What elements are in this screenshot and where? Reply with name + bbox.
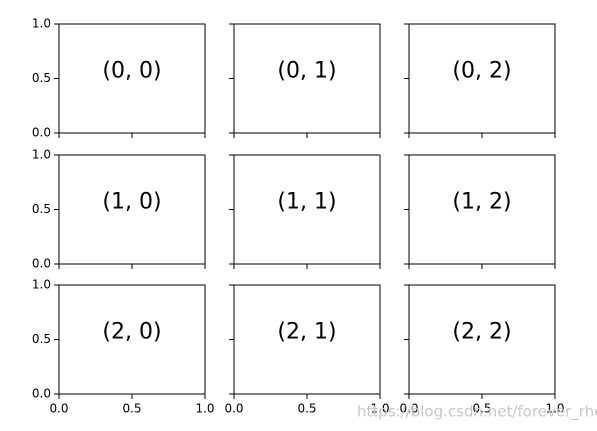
subplot-label: (1, 2)	[452, 190, 511, 215]
y-tick-label: 1.0	[32, 148, 51, 162]
y-tick-label: 0.0	[32, 257, 51, 271]
subplot-label: (2, 1)	[277, 320, 336, 345]
subplot-label: (0, 1)	[277, 59, 336, 84]
x-tick-label: 0.0	[49, 402, 68, 416]
y-tick-label: 0.5	[32, 71, 51, 85]
x-tick-label: 0.0	[224, 402, 243, 416]
x-tick-label: 1.0	[370, 402, 389, 416]
subplot-label: (1, 0)	[102, 190, 161, 215]
y-tick-label: 1.0	[32, 17, 51, 31]
x-tick-label: 0.5	[122, 402, 141, 416]
x-tick-label: 1.0	[195, 402, 214, 416]
y-tick-label: 0.0	[32, 126, 51, 140]
subplot-label: (2, 2)	[452, 320, 511, 345]
x-tick-label: 0.0	[399, 402, 418, 416]
y-tick-label: 0.5	[32, 202, 51, 216]
x-tick-label: 0.5	[297, 402, 316, 416]
y-tick-label: 0.5	[32, 332, 51, 346]
subplot-label: (1, 1)	[277, 190, 336, 215]
subplot-label: (0, 0)	[102, 59, 161, 84]
subplot-label: (2, 0)	[102, 320, 161, 345]
x-tick-label: 0.5	[472, 402, 491, 416]
subplot-label: (0, 2)	[452, 59, 511, 84]
watermark: https://blog.csdn.net/forever_rhen	[357, 403, 597, 422]
x-tick-label: 1.0	[545, 402, 564, 416]
y-tick-label: 0.0	[32, 387, 51, 401]
y-tick-label: 1.0	[32, 278, 51, 292]
